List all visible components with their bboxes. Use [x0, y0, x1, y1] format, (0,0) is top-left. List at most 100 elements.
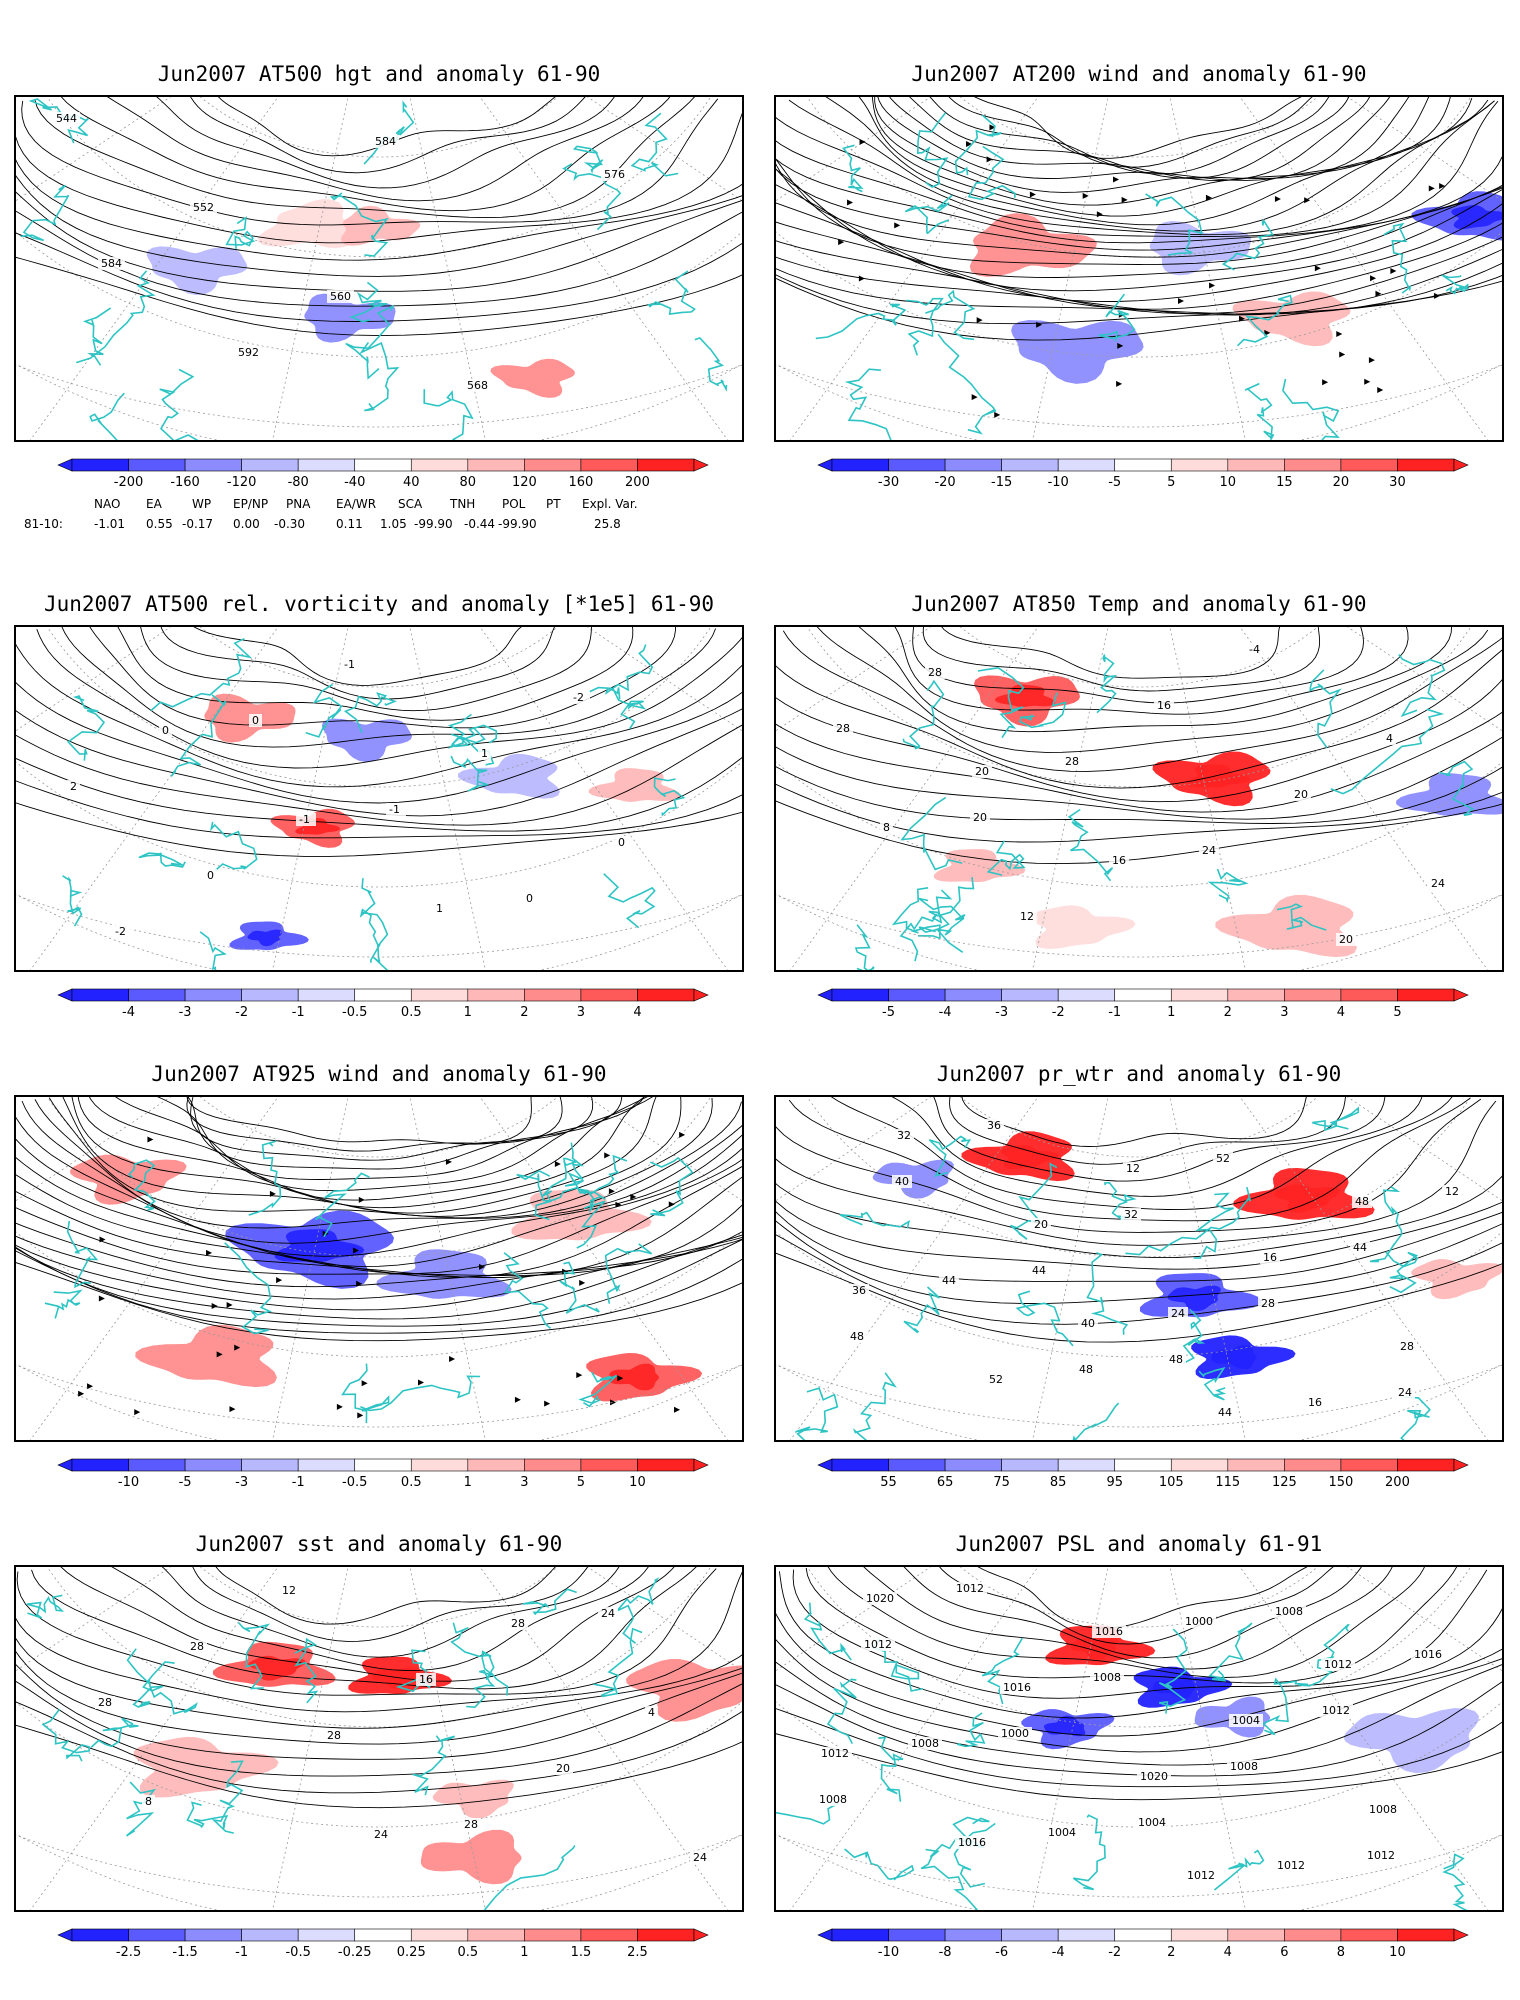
colorbar-arrow-right: [1453, 1928, 1469, 1942]
contour-label-bg: [461, 1818, 481, 1831]
colorbar-tick-label: 0.5: [401, 1005, 422, 1020]
contour-label: 576: [604, 168, 625, 181]
contour-label-bg: [816, 1793, 850, 1806]
coastline: [1193, 1192, 1234, 1259]
coastline: [305, 683, 343, 738]
coastline: [343, 692, 398, 734]
panel-z500: Jun2007 AT500 hgt and anomaly 61-90 544 5…: [14, 60, 744, 531]
contour-line: [776, 236, 1502, 315]
contour-label-bg: [892, 1175, 912, 1188]
coastline: [803, 1602, 852, 1661]
panel-title: Jun2007 AT500 hgt and anomaly 61-90: [157, 62, 601, 86]
contour-label-bg: [894, 1129, 914, 1142]
colorbar-segment: [637, 1928, 695, 1942]
graticule: [16, 627, 742, 970]
hemisphere-edge: [16, 364, 742, 428]
colorbar-arrow-left: [57, 1458, 73, 1472]
coastline: [986, 840, 1026, 876]
index-name-pt: PT: [546, 497, 561, 511]
anomaly-core: [1274, 1184, 1341, 1213]
contour-label: 20: [1034, 1218, 1048, 1231]
wind-arrow: [1177, 297, 1184, 304]
contour-line: [776, 277, 1502, 341]
colorbar-tick-label: 150: [1328, 1475, 1353, 1490]
contour-line: [909, 97, 1350, 179]
contour-label: 20: [973, 811, 987, 824]
colorbar-segment: [944, 1458, 1002, 1472]
colorbar-segment: [1170, 1458, 1229, 1472]
contour-label: 1020: [1140, 1770, 1168, 1783]
colorbar-arrow-right: [1453, 1458, 1469, 1472]
wind-arrow: [1314, 265, 1321, 272]
colorbar-segment: [184, 458, 242, 472]
wind-arrow: [1370, 275, 1377, 282]
coastline: [1198, 1367, 1227, 1401]
contour-label: 24: [601, 1607, 615, 1620]
colorbar-arrow-right: [1453, 458, 1469, 472]
wind-arrow: [1116, 380, 1123, 387]
colorbar-segment: [944, 458, 1002, 472]
contour-label-bg: [1395, 1386, 1415, 1399]
contours: [776, 1567, 1502, 1801]
wind-arrow: [1209, 282, 1216, 289]
contour-label: 24: [1171, 1307, 1185, 1320]
wind-arrow: [99, 1236, 106, 1243]
contour-line: [776, 649, 1502, 789]
colorbar-segment: [1057, 1458, 1116, 1472]
wind-arrow: [894, 222, 901, 229]
contour-label: 20: [1339, 933, 1353, 946]
contour-line: [157, 1097, 645, 1180]
coastline: [954, 114, 1002, 176]
contour-line: [776, 184, 1502, 292]
coastline: [483, 1844, 576, 1910]
colorbar-tick-label: 10: [629, 1475, 646, 1490]
meridian: [1239, 97, 1489, 440]
wind-arrow: [838, 239, 845, 246]
contour-line: [776, 1175, 1502, 1259]
contour-label: 1016: [1095, 1625, 1123, 1638]
contour-label: 1004: [1138, 1816, 1166, 1829]
hemisphere-edge: [776, 894, 1502, 958]
contour-line: [858, 97, 1451, 217]
wind-arrow: [554, 1160, 561, 1167]
latitude-circle: [199, 1567, 559, 1628]
panel-w925: Jun2007 AT925 wind and anomaly 61-90 -10…: [14, 1060, 744, 1490]
contour-label: -1: [389, 803, 400, 816]
colorbar-segment: [580, 1458, 638, 1472]
wind-arrow: [211, 1302, 218, 1309]
contour-label: 52: [1216, 1152, 1230, 1165]
contour-line: [16, 1239, 742, 1327]
contour-label: 32: [1124, 1208, 1138, 1221]
contour-label-bg: [880, 821, 893, 834]
colorbar-tick-label: 80: [460, 475, 477, 490]
wind-arrow: [1304, 197, 1311, 204]
colorbar-tick-label: 1: [520, 1945, 528, 1960]
coastline: [395, 1649, 431, 1693]
contour-label-bg: [1352, 1195, 1372, 1208]
coastlines: [44, 1140, 694, 1424]
coastline: [937, 333, 997, 435]
contour-label-bg: [371, 1828, 391, 1841]
wind-arrow: [615, 1201, 622, 1208]
wind-arrow: [1121, 196, 1128, 203]
wind-arrow: [847, 199, 854, 206]
anomaly-region: [626, 1659, 742, 1722]
colorbar-segment: [1057, 988, 1116, 1002]
contours: [16, 1567, 742, 1809]
contour-label: 28: [190, 1640, 204, 1653]
contour-label: 8: [145, 1795, 152, 1808]
contour-line: [186, 1097, 563, 1152]
contour-label-bg: [1383, 732, 1396, 745]
wind-arrow: [1205, 194, 1212, 201]
contour-labels: 544 552 560 568 576 584 592 584: [53, 112, 628, 392]
index-value-eawr: 0.11: [336, 517, 363, 531]
contour-line: [776, 1100, 1497, 1246]
contour-label: 1012: [821, 1747, 849, 1760]
contour-line: [863, 1567, 1393, 1670]
contour-line: [776, 249, 1502, 316]
meridian: [586, 627, 742, 732]
panel-prwtr: Jun2007 pr_wtr and anomaly 61-90 40 44 48 3…: [774, 1060, 1504, 1490]
wind-arrow: [353, 1247, 360, 1254]
wind-arrow: [544, 1400, 551, 1407]
colorbar-canvas: -4 -3 -2 -1 -0.5 0.5 1 2 3 4: [57, 988, 709, 1020]
